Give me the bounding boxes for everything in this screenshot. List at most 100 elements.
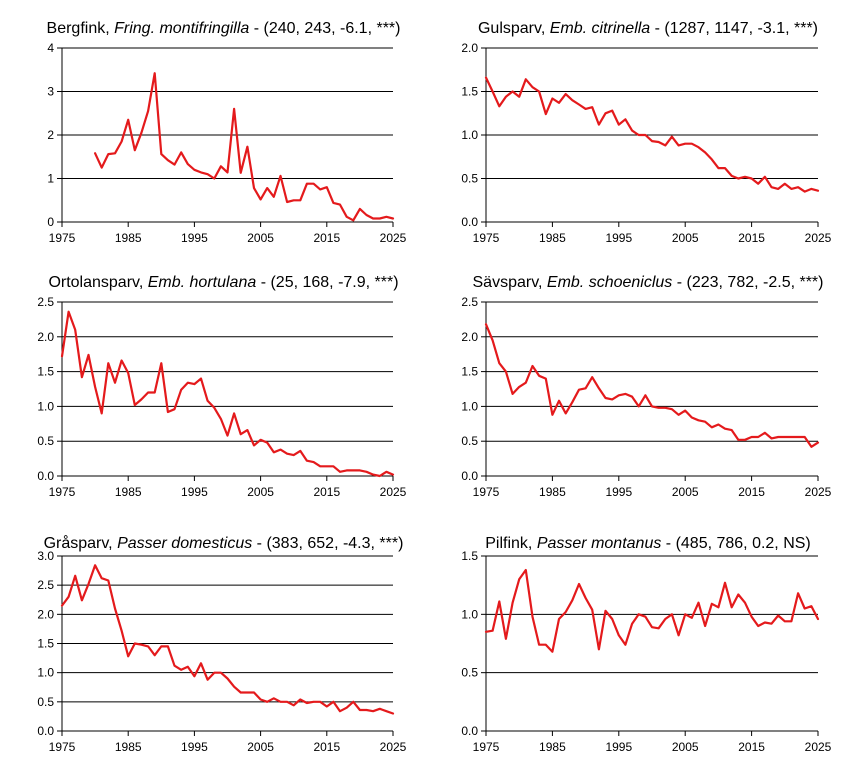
y-tick-label: 1.0 <box>461 399 478 413</box>
x-tick-label: 1985 <box>539 231 566 245</box>
y-tick-label: 2.5 <box>37 295 54 309</box>
panel-5: Gråsparv, Passer domesticus - (383, 652,… <box>37 534 406 754</box>
y-tick-label: 0 <box>47 215 54 229</box>
y-tick-label: 1.5 <box>37 365 54 379</box>
y-tick-label: 4 <box>47 41 54 55</box>
x-tick-label: 1995 <box>181 740 208 754</box>
y-tick-label: 0.5 <box>461 666 478 680</box>
title-latin-name: Emb. schoeniclus <box>547 274 672 291</box>
title-stats: - (223, 782, -2.5, ***) <box>672 274 823 291</box>
series-line <box>60 310 395 478</box>
panel-4: Sävsparv, Emb. schoeniclus - (223, 782, … <box>461 274 831 499</box>
title-latin-name: Emb. citrinella <box>550 20 651 37</box>
y-tick-label: 0.0 <box>461 469 478 483</box>
y-tick-label: 2.0 <box>461 41 478 55</box>
y-tick-label: 1.5 <box>461 549 478 563</box>
x-tick-label: 1995 <box>605 740 632 754</box>
x-tick-label: 1975 <box>49 485 76 499</box>
title-latin-name: Fring. montifringilla <box>114 20 249 37</box>
x-tick-label: 2005 <box>247 231 274 245</box>
x-tick-label: 1975 <box>473 231 500 245</box>
x-tick-label: 2005 <box>247 485 274 499</box>
series-line <box>484 323 820 448</box>
x-tick-label: 1995 <box>181 231 208 245</box>
title-latin-name: Passer domesticus <box>117 535 252 552</box>
panel-6: Pilfink, Passer montanus - (485, 786, 0.… <box>461 535 831 754</box>
y-tick-label: 3.0 <box>37 549 54 563</box>
y-tick-label: 2.5 <box>461 295 478 309</box>
x-tick-label: 1985 <box>115 740 142 754</box>
x-tick-label: 2025 <box>805 740 832 754</box>
series-line <box>484 76 820 193</box>
title-common-name: Gråsparv, <box>44 534 118 552</box>
y-tick-label: 0.5 <box>37 695 54 709</box>
title-latin-name: Passer montanus <box>537 535 662 552</box>
y-tick-label: 1.5 <box>461 365 478 379</box>
title-stats: - (25, 168, -7.9, ***) <box>256 274 398 291</box>
y-tick-label: 1 <box>47 172 54 186</box>
x-tick-label: 1975 <box>49 740 76 754</box>
panel-2: Gulsparv, Emb. citrinella - (1287, 1147,… <box>461 20 831 245</box>
series-line <box>60 564 395 715</box>
panel-title: Bergfink, Fring. montifringilla - (240, … <box>47 20 401 37</box>
x-tick-label: 1995 <box>181 485 208 499</box>
y-tick-label: 1.0 <box>461 128 478 142</box>
title-stats: - (240, 243, -6.1, ***) <box>249 20 400 37</box>
x-tick-label: 1975 <box>49 231 76 245</box>
y-tick-label: 0.0 <box>37 724 54 738</box>
x-tick-label: 2025 <box>805 485 832 499</box>
y-tick-label: 0.0 <box>461 215 478 229</box>
panel-title: Pilfink, Passer montanus - (485, 786, 0.… <box>485 535 811 552</box>
x-tick-label: 2005 <box>247 740 274 754</box>
panel-3: Ortolansparv, Emb. hortulana - (25, 168,… <box>37 274 406 499</box>
y-tick-label: 0.5 <box>461 172 478 186</box>
x-tick-label: 2015 <box>738 231 765 245</box>
x-tick-label: 1985 <box>115 231 142 245</box>
y-tick-label: 2.0 <box>37 607 54 621</box>
x-tick-label: 2015 <box>738 485 765 499</box>
y-tick-label: 1.0 <box>37 666 54 680</box>
x-tick-label: 2025 <box>380 485 407 499</box>
y-tick-label: 0.0 <box>37 469 54 483</box>
x-tick-label: 1985 <box>115 485 142 499</box>
y-tick-label: 0.5 <box>461 434 478 448</box>
panel-1: Bergfink, Fring. montifringilla - (240, … <box>47 20 407 245</box>
y-tick-label: 1.0 <box>461 607 478 621</box>
x-tick-label: 1985 <box>539 485 566 499</box>
x-tick-label: 2025 <box>805 231 832 245</box>
x-tick-label: 2015 <box>313 231 340 245</box>
series-line <box>93 72 395 222</box>
x-tick-label: 2015 <box>313 485 340 499</box>
x-tick-label: 2005 <box>672 485 699 499</box>
y-tick-label: 1.5 <box>37 637 54 651</box>
panel-title: Ortolansparv, Emb. hortulana - (25, 168,… <box>48 274 398 291</box>
x-tick-label: 2015 <box>738 740 765 754</box>
x-tick-label: 1995 <box>605 485 632 499</box>
title-stats: - (485, 786, 0.2, NS) <box>661 535 810 552</box>
y-tick-label: 1.0 <box>37 399 54 413</box>
y-tick-label: 2 <box>47 128 54 142</box>
y-tick-label: 2.0 <box>461 330 478 344</box>
x-tick-label: 1995 <box>605 231 632 245</box>
title-stats: - (383, 652, -4.3, ***) <box>252 535 403 552</box>
title-latin-name: Emb. hortulana <box>148 274 257 291</box>
x-tick-label: 2015 <box>313 740 340 754</box>
title-common-name: Bergfink, <box>47 20 115 37</box>
panel-title: Gråsparv, Passer domesticus - (383, 652,… <box>44 534 404 552</box>
panel-title: Gulsparv, Emb. citrinella - (1287, 1147,… <box>478 20 818 37</box>
title-common-name: Gulsparv, <box>478 20 550 37</box>
title-common-name: Pilfink, <box>485 535 537 552</box>
x-tick-label: 1975 <box>473 740 500 754</box>
title-common-name: Ortolansparv, <box>48 274 147 291</box>
y-tick-label: 1.5 <box>461 85 478 99</box>
x-tick-label: 1985 <box>539 740 566 754</box>
title-common-name: Sävsparv, <box>473 274 547 291</box>
panel-title: Sävsparv, Emb. schoeniclus - (223, 782, … <box>473 274 824 291</box>
y-tick-label: 0.0 <box>461 724 478 738</box>
x-tick-label: 2025 <box>380 740 407 754</box>
x-tick-label: 2005 <box>672 231 699 245</box>
y-tick-label: 2.0 <box>37 330 54 344</box>
series-line <box>484 568 820 653</box>
title-stats: - (1287, 1147, -3.1, ***) <box>650 20 818 37</box>
